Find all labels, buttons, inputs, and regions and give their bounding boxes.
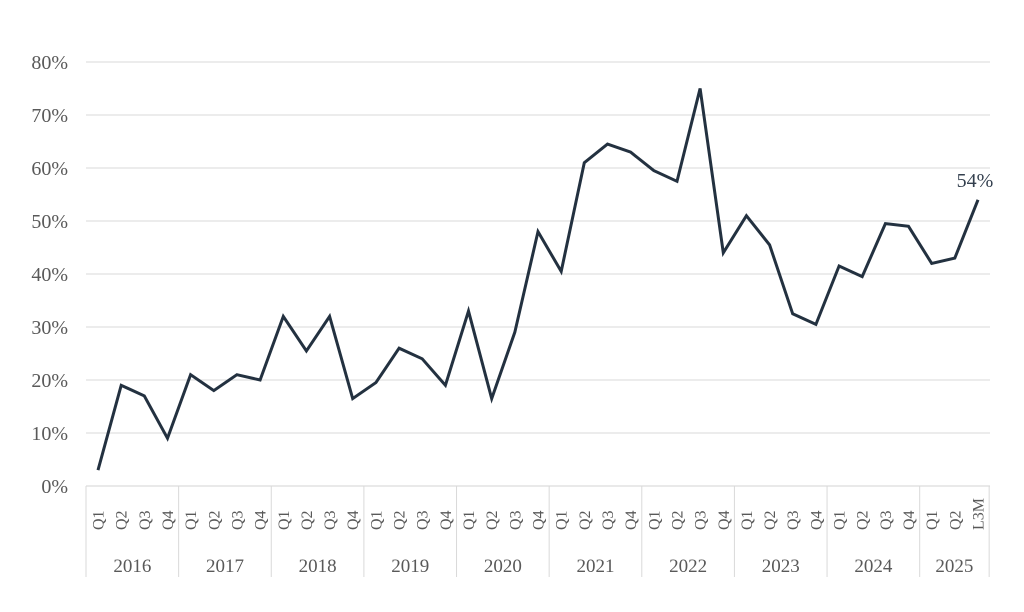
- x-quarter-label: Q3: [137, 510, 154, 530]
- x-quarter-label: Q3: [229, 510, 246, 530]
- y-tick-label: 80%: [31, 52, 68, 74]
- year-label: 2024: [854, 556, 893, 577]
- x-quarter-label: Q2: [669, 510, 686, 530]
- y-tick-label: 40%: [31, 264, 68, 286]
- x-quarter-label: Q4: [623, 510, 640, 530]
- x-quarter-label: Q1: [276, 510, 293, 530]
- x-quarter-label: Q1: [461, 510, 478, 530]
- year-label: 2019: [391, 556, 429, 577]
- x-quarter-label: Q1: [646, 510, 663, 530]
- x-quarter-label: Q1: [554, 510, 571, 530]
- x-quarter-label: Q4: [253, 510, 270, 530]
- x-quarter-label: Q4: [160, 510, 177, 530]
- x-quarter-label: Q2: [114, 510, 131, 530]
- x-quarter-label: L3M: [971, 498, 988, 530]
- x-quarter-label: Q1: [368, 510, 385, 530]
- x-quarter-label: Q3: [415, 510, 432, 530]
- x-quarter-label: Q2: [577, 510, 594, 530]
- y-tick-label: 50%: [31, 211, 68, 233]
- y-tick-label: 20%: [31, 370, 68, 392]
- x-quarter-label: Q4: [808, 510, 825, 530]
- year-label: 2018: [299, 556, 337, 577]
- x-quarter-label: Q1: [739, 510, 756, 530]
- x-quarter-label: Q2: [206, 510, 223, 530]
- x-quarter-label: Q3: [507, 510, 524, 530]
- x-quarter-label: Q3: [600, 510, 617, 530]
- x-quarter-label: Q2: [299, 510, 316, 530]
- x-quarter-label: Q4: [345, 510, 362, 530]
- y-tick-label: 30%: [31, 317, 68, 339]
- x-quarter-label: Q4: [531, 510, 548, 530]
- y-tick-label: 60%: [31, 158, 68, 180]
- x-quarter-label: Q1: [924, 510, 941, 530]
- x-quarter-label: Q3: [322, 510, 339, 530]
- year-label: 2023: [762, 556, 800, 577]
- year-label: 2016: [113, 556, 151, 577]
- y-tick-label: 70%: [31, 105, 68, 127]
- chart-line: [96, 88, 980, 471]
- x-quarter-label: Q1: [91, 510, 108, 530]
- year-label: 2020: [484, 556, 522, 577]
- y-tick-label: 0%: [41, 476, 68, 498]
- x-quarter-label: Q3: [878, 510, 895, 530]
- x-quarter-label: Q2: [947, 510, 964, 530]
- x-quarter-label: Q4: [438, 510, 455, 530]
- x-quarter-label: Q2: [855, 510, 872, 530]
- year-label: 2017: [206, 556, 244, 577]
- x-quarter-label: Q4: [716, 510, 733, 530]
- x-quarter-label: Q3: [693, 510, 710, 530]
- x-quarter-label: Q2: [392, 510, 409, 530]
- year-label: 2022: [669, 556, 707, 577]
- x-quarter-label: Q1: [183, 510, 200, 530]
- year-label: 2025: [935, 556, 973, 577]
- value-annotation: 54%: [957, 170, 994, 192]
- x-quarter-label: Q3: [785, 510, 802, 530]
- x-quarter-label: Q2: [762, 510, 779, 530]
- x-quarter-label: Q1: [832, 510, 849, 530]
- y-tick-label: 10%: [31, 423, 68, 445]
- x-quarter-label: Q2: [484, 510, 501, 530]
- year-label: 2021: [576, 556, 614, 577]
- x-quarter-label: Q4: [901, 510, 918, 530]
